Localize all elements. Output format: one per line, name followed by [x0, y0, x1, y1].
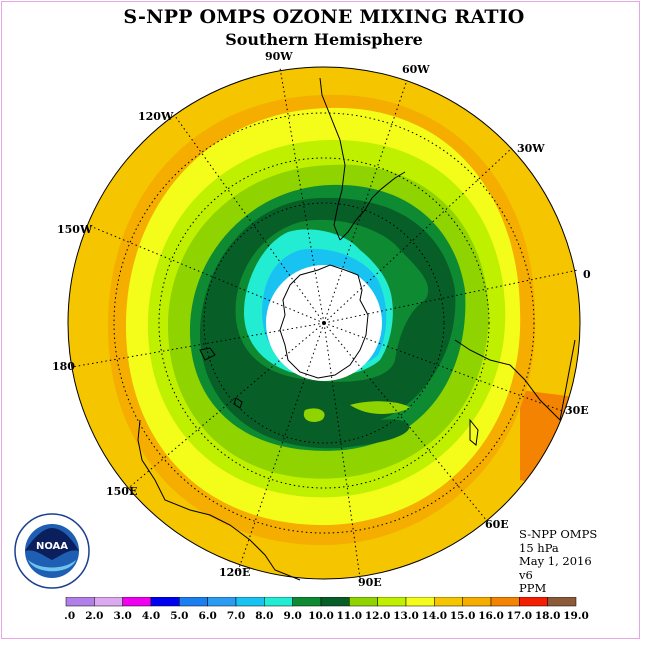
colorbar-tick-label: 1.0	[64, 610, 75, 622]
ozone-field	[68, 67, 580, 579]
meridian	[323, 269, 579, 324]
lon-label-30e: 30E	[565, 404, 589, 417]
colorbar-swatch	[292, 597, 322, 607]
lon-label-90w: 90W	[265, 50, 293, 63]
colorbar-swatch	[150, 597, 180, 607]
colorbar-swatch	[490, 597, 520, 607]
colorbar-tick-label: 13.0	[393, 610, 419, 622]
south-america-west-coast	[319, 77, 346, 241]
south-america-east-coast	[339, 171, 406, 241]
colorbar-tick-label: 7.0	[227, 610, 245, 622]
colorbar-swatch	[235, 597, 265, 607]
latitude-circle	[203, 202, 445, 444]
map-subtitle: Southern Hemisphere	[225, 30, 423, 49]
lon-label-30w: 30W	[517, 142, 545, 155]
lon-label-180: 180	[52, 360, 75, 373]
colorbar-tick-label: 12.0	[365, 610, 391, 622]
colorbar-swatch	[547, 597, 577, 607]
colorbar-swatch	[65, 597, 95, 607]
colorbar-tick-label: 18.0	[535, 610, 561, 622]
band-12-patch-2	[350, 401, 410, 414]
info-date: May 1, 2016	[519, 554, 592, 568]
colorbar-labels: 1.02.03.04.05.06.07.08.09.010.011.012.01…	[64, 610, 589, 622]
colorbar-tick-label: 8.0	[255, 610, 273, 622]
map-boundary	[67, 66, 581, 580]
colorbar-swatch	[377, 597, 407, 607]
colorbar-swatch	[179, 597, 208, 607]
longitude-labels: 90W 60W 120W 30W 150W 0 180 30E 150E 60E…	[52, 50, 591, 589]
logo-text: NOAA	[36, 541, 68, 552]
new-zealand-coastline	[199, 347, 216, 361]
colorbar-swatch	[349, 597, 378, 607]
meridian	[237, 322, 325, 572]
graticule	[71, 67, 579, 579]
colorbar-tick-label: 11.0	[337, 610, 363, 622]
colorbar-tick-label: 5.0	[170, 610, 188, 622]
colorbar-tick-label: 9.0	[284, 610, 302, 622]
antarctica-coastline	[279, 264, 369, 379]
figure-frame	[1, 1, 640, 639]
colorbar-swatch	[264, 597, 293, 607]
info-level: 15 hPa	[519, 540, 559, 555]
coastlines	[137, 77, 576, 581]
colorbar-tick-label: 2.0	[85, 610, 103, 622]
product-info: S-NPP OMPS 15 hPa May 1, 2016 v6 PPM	[519, 527, 598, 596]
colorbar-swatch	[94, 597, 123, 607]
colorbar-tick-label: 17.0	[507, 610, 533, 622]
africa-coastline	[454, 339, 576, 422]
colorbar-tick-label: 10.0	[308, 610, 334, 622]
colorbar: 1.02.03.04.05.06.07.08.09.010.011.012.01…	[64, 597, 589, 622]
colorbar-tick-label: 15.0	[450, 610, 476, 622]
colorbar-tick-label: 4.0	[142, 610, 160, 622]
colorbar-swatch	[405, 597, 435, 607]
colorbar-tick-label: 6.0	[199, 610, 217, 622]
colorbar-swatch	[434, 597, 463, 607]
lon-label-120w: 120W	[138, 110, 174, 123]
band-12-patch	[303, 408, 325, 422]
colorbar-swatch	[320, 597, 350, 607]
latitude-circle	[158, 157, 490, 489]
logo-bird-icon	[25, 528, 79, 560]
info-instrument: S-NPP OMPS	[519, 527, 598, 541]
colorbar-swatches	[65, 597, 577, 607]
lon-label-120e: 120E	[219, 566, 250, 579]
lon-label-60w: 60W	[402, 63, 430, 76]
colorbar-tick-label: 14.0	[422, 610, 448, 622]
colorbar-swatch	[462, 597, 492, 607]
colorbar-tick-label: 19.0	[563, 610, 589, 622]
meridian	[124, 322, 325, 492]
latitude-circle	[113, 112, 535, 534]
colorbar-swatch	[519, 597, 548, 607]
lon-label-90e: 90E	[358, 576, 382, 589]
australia-coastline	[137, 419, 301, 581]
lon-label-150e: 150E	[106, 485, 137, 498]
logo-wave-icon	[28, 560, 76, 572]
meridian	[174, 115, 325, 324]
lon-label-60e: 60E	[485, 518, 509, 531]
island-coastline	[233, 397, 243, 409]
info-version: v6	[519, 567, 533, 582]
colorbar-tick-label: 16.0	[478, 610, 504, 622]
colorbar-swatch	[207, 597, 237, 607]
south-pole-marker	[322, 321, 326, 325]
lon-label-150w: 150W	[57, 223, 93, 236]
map-title: S-NPP OMPS OZONE MIXING RATIO	[123, 6, 525, 28]
lon-label-0: 0	[583, 268, 591, 281]
madagascar-coastline	[469, 418, 479, 446]
meridian	[89, 225, 325, 324]
colorbar-swatch	[122, 597, 152, 607]
info-units: PPM	[519, 581, 547, 595]
noaa-logo: NOAA	[14, 513, 90, 589]
colorbar-tick-label: 3.0	[114, 610, 132, 622]
